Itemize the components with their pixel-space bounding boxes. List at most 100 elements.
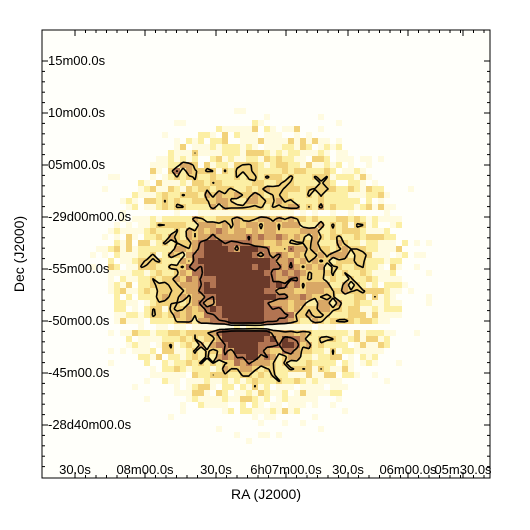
image-pixel bbox=[246, 192, 252, 198]
image-pixel bbox=[366, 228, 372, 234]
image-pixel bbox=[192, 348, 198, 354]
image-pixel bbox=[348, 162, 354, 168]
image-pixel bbox=[180, 348, 186, 354]
image-pixel bbox=[258, 288, 264, 294]
image-pixel bbox=[222, 144, 228, 150]
image-pixel bbox=[288, 366, 294, 372]
image-pixel bbox=[222, 330, 228, 336]
image-pixel bbox=[210, 354, 216, 360]
image-pixel bbox=[258, 240, 264, 246]
image-pixel bbox=[318, 174, 324, 180]
image-pixel bbox=[330, 246, 336, 252]
image-pixel bbox=[312, 402, 318, 408]
image-pixel bbox=[114, 270, 120, 276]
image-pixel bbox=[108, 228, 114, 234]
image-pixel bbox=[222, 258, 228, 264]
image-pixel bbox=[204, 270, 210, 276]
image-pixel bbox=[342, 348, 348, 354]
image-pixel bbox=[264, 270, 270, 276]
image-pixel bbox=[306, 366, 312, 372]
image-pixel bbox=[366, 192, 372, 198]
image-pixel bbox=[264, 168, 270, 174]
image-pixel bbox=[312, 180, 318, 186]
image-pixel bbox=[252, 324, 258, 330]
image-pixel bbox=[336, 222, 342, 228]
image-pixel bbox=[120, 348, 126, 354]
image-pixel bbox=[300, 420, 306, 426]
image-pixel bbox=[270, 348, 276, 354]
image-pixel bbox=[360, 318, 366, 324]
image-pixel bbox=[150, 348, 156, 354]
image-pixel bbox=[294, 282, 300, 288]
image-pixel bbox=[294, 204, 300, 210]
image-pixel bbox=[210, 324, 216, 330]
image-pixel bbox=[342, 282, 348, 288]
image-pixel bbox=[150, 336, 156, 342]
image-pixel bbox=[180, 150, 186, 156]
image-pixel bbox=[276, 252, 282, 258]
image-pixel bbox=[240, 150, 246, 156]
image-pixel bbox=[252, 180, 258, 186]
image-pixel bbox=[384, 252, 390, 258]
image-pixel bbox=[384, 246, 390, 252]
image-pixel bbox=[204, 294, 210, 300]
image-pixel bbox=[294, 222, 300, 228]
image-pixel bbox=[300, 252, 306, 258]
image-pixel bbox=[228, 222, 234, 228]
image-pixel bbox=[294, 126, 300, 132]
image-pixel bbox=[162, 156, 168, 162]
image-pixel bbox=[336, 378, 342, 384]
image-pixel bbox=[186, 162, 192, 168]
image-pixel bbox=[162, 234, 168, 240]
image-pixel bbox=[318, 156, 324, 162]
image-pixel bbox=[252, 234, 258, 240]
image-pixel bbox=[150, 300, 156, 306]
image-pixel bbox=[312, 300, 318, 306]
image-pixel bbox=[150, 216, 156, 222]
image-pixel bbox=[222, 312, 228, 318]
image-pixel bbox=[186, 186, 192, 192]
image-pixel bbox=[342, 294, 348, 300]
image-pixel bbox=[216, 126, 222, 132]
image-pixel bbox=[276, 156, 282, 162]
image-pixel bbox=[324, 270, 330, 276]
image-pixel bbox=[324, 168, 330, 174]
image-pixel bbox=[312, 366, 318, 372]
image-pixel bbox=[390, 282, 396, 288]
image-pixel bbox=[192, 186, 198, 192]
image-pixel bbox=[324, 222, 330, 228]
image-pixel bbox=[270, 144, 276, 150]
image-pixel bbox=[246, 258, 252, 264]
image-pixel bbox=[144, 396, 150, 402]
image-pixel bbox=[126, 228, 132, 234]
image-pixel bbox=[306, 336, 312, 342]
image-pixel bbox=[234, 372, 240, 378]
image-pixel bbox=[198, 378, 204, 384]
image-pixel bbox=[144, 306, 150, 312]
image-pixel bbox=[282, 360, 288, 366]
image-pixel bbox=[360, 330, 366, 336]
image-pixel bbox=[342, 150, 348, 156]
image-pixel bbox=[168, 204, 174, 210]
image-pixel bbox=[366, 204, 372, 210]
image-pixel bbox=[390, 258, 396, 264]
image-pixel bbox=[282, 240, 288, 246]
image-pixel bbox=[174, 258, 180, 264]
image-pixel bbox=[288, 192, 294, 198]
image-pixel bbox=[252, 360, 258, 366]
image-pixel bbox=[312, 258, 318, 264]
image-pixel bbox=[324, 144, 330, 150]
image-pixel bbox=[282, 168, 288, 174]
image-pixel bbox=[126, 246, 132, 252]
image-pixel bbox=[222, 210, 228, 216]
image-pixel bbox=[168, 414, 174, 420]
image-pixel bbox=[240, 132, 246, 138]
image-pixel bbox=[276, 384, 282, 390]
image-pixel bbox=[198, 276, 204, 282]
image-pixel bbox=[264, 396, 270, 402]
image-pixel bbox=[390, 294, 396, 300]
image-pixel bbox=[240, 192, 246, 198]
image-pixel bbox=[312, 318, 318, 324]
image-pixel bbox=[384, 294, 390, 300]
image-pixel bbox=[318, 222, 324, 228]
